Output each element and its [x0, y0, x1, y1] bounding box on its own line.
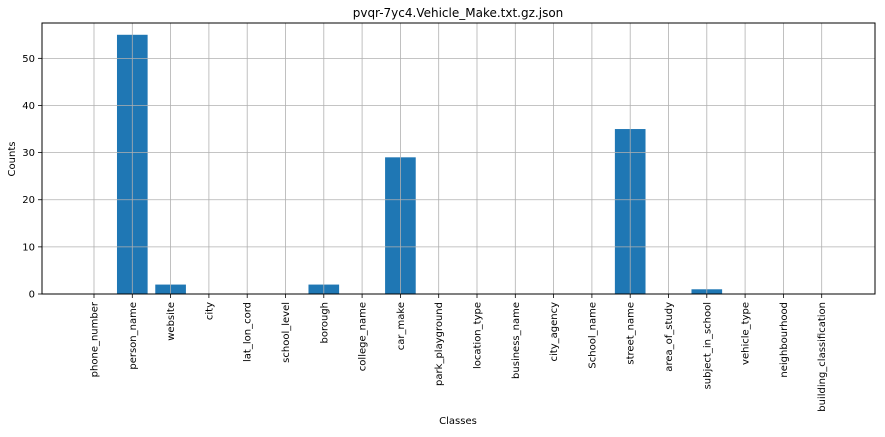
x-tick-label: city — [204, 302, 215, 320]
x-tick-label: website — [166, 302, 177, 341]
x-tick-label: car_make — [396, 302, 407, 350]
x-tick-label: college_name — [358, 302, 369, 371]
plot-frame — [41, 22, 876, 295]
y-tick-label: 0 — [29, 290, 35, 301]
x-tick-label: borough — [319, 302, 330, 344]
x-tick-label: area_of_study — [664, 302, 675, 372]
y-tick-label: 30 — [22, 148, 35, 159]
y-tick-label: 20 — [22, 195, 35, 206]
x-tick-label: street_name — [626, 302, 637, 365]
x-tick-label: School_name — [587, 302, 598, 369]
x-tick-label: park_playground — [434, 302, 445, 386]
y-axis-label: Counts — [7, 142, 18, 177]
y-tick-label: 50 — [22, 54, 35, 65]
x-tick-label: subject_in_school — [702, 302, 713, 389]
x-tick-label: building_classification — [817, 302, 828, 412]
x-tick-label: school_level — [281, 302, 292, 363]
bar-layer — [116, 34, 723, 295]
y-axis: 0 10 20 30 40 50 — [22, 54, 42, 301]
x-tick-label: neighbourhood — [779, 302, 790, 378]
x-tick-label: location_type — [473, 302, 484, 369]
x-tick-label: lat_lon_cord — [243, 302, 254, 362]
y-tick-label: 40 — [22, 101, 35, 112]
x-tick-label: vehicle_type — [741, 302, 752, 365]
y-tick-label: 10 — [22, 242, 35, 253]
x-tick-label: business_name — [511, 302, 522, 379]
x-axis-label: Classes — [439, 416, 477, 427]
x-tick-label: phone_number — [90, 301, 101, 377]
chart-title: pvqr-7yc4.Vehicle_Make.txt.gz.json — [353, 6, 564, 20]
grid-layer — [42, 23, 875, 295]
x-tick-label: person_name — [128, 302, 139, 370]
x-axis: phone_number person_name website city lat_lo… — [90, 294, 828, 412]
x-tick-label: city_agency — [549, 302, 560, 362]
